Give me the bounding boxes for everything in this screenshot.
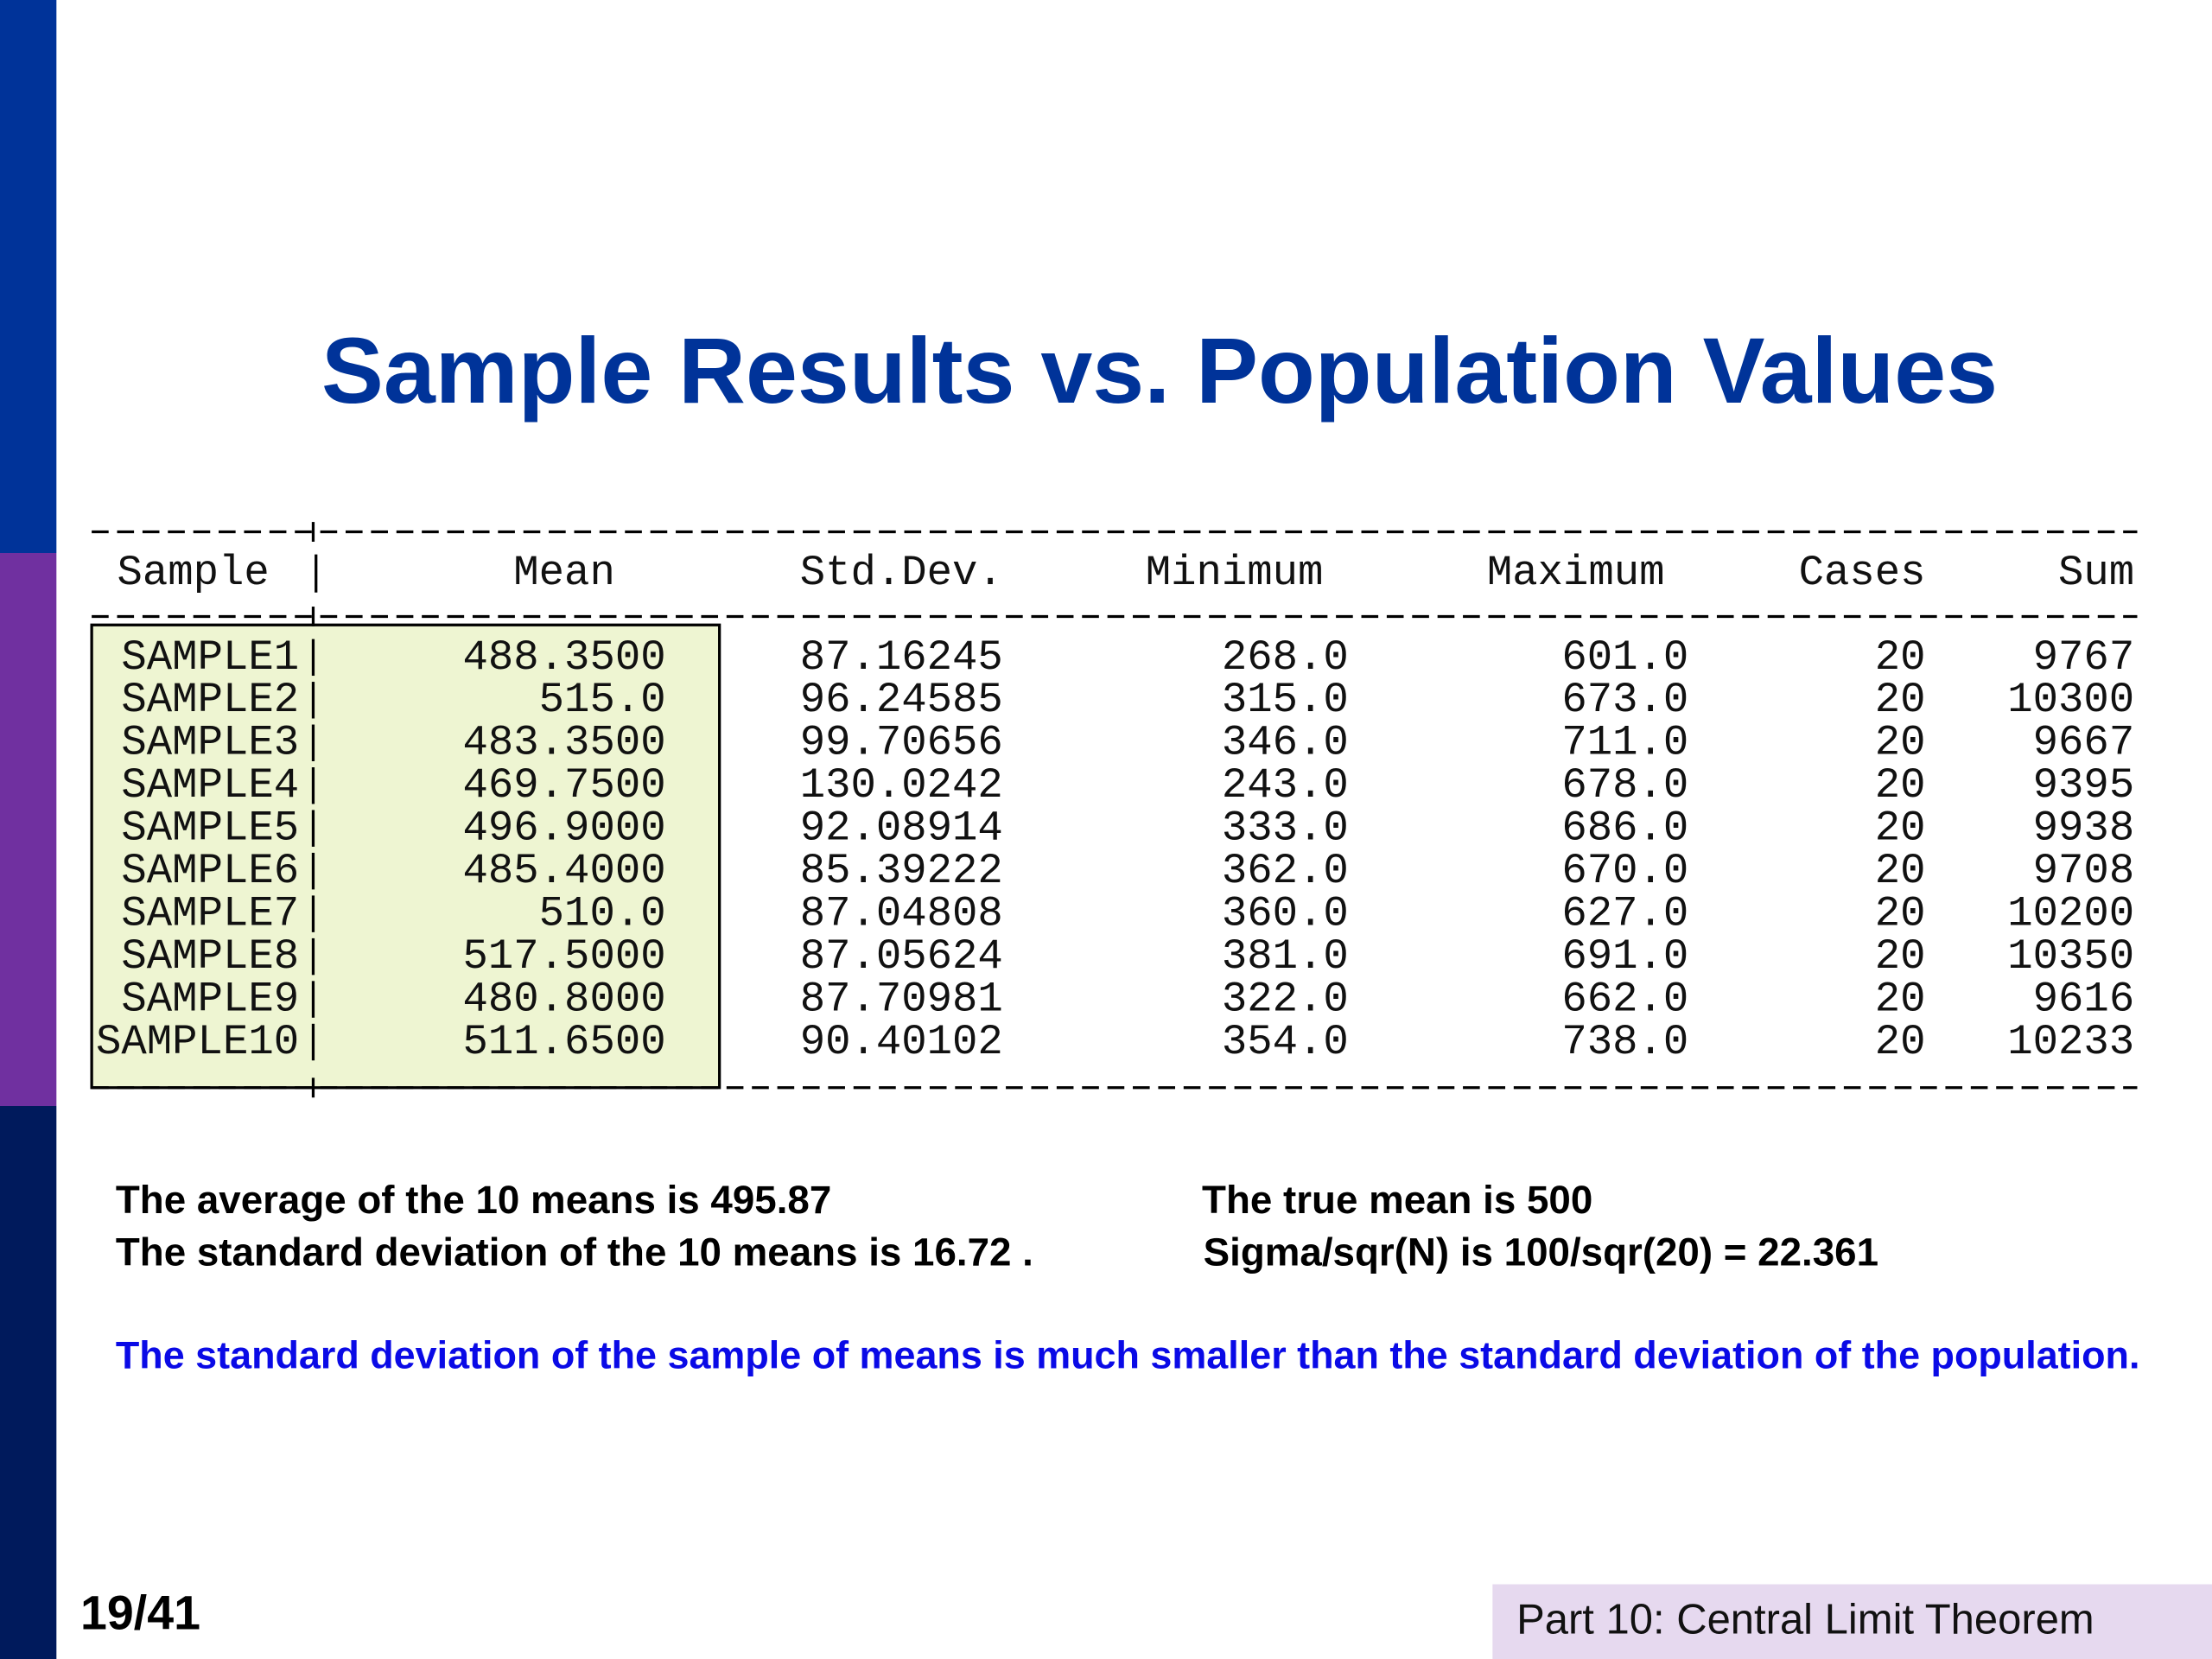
table-cell: 488.3500	[463, 633, 666, 682]
table-cell: 346.0	[1222, 719, 1349, 767]
table-cell: 20	[1875, 761, 1926, 810]
table-cell: 20	[1875, 932, 1926, 981]
header-cell: Sample	[118, 549, 270, 597]
table-cell: 711.0	[1561, 719, 1688, 767]
table-cell: 315.0	[1222, 676, 1349, 724]
table-cell: 9767	[2033, 633, 2135, 682]
table-cell: 268.0	[1222, 633, 1349, 682]
table-cell: 627.0	[1561, 890, 1688, 938]
table-cell: 87.04808	[800, 890, 1003, 938]
table-cell: 20	[1875, 633, 1926, 682]
table-cell: 20	[1875, 676, 1926, 724]
highlight-box	[90, 623, 721, 1090]
table-cell: 90.40102	[800, 1018, 1003, 1066]
footer-section: Part 10: Central Limit Theorem	[1516, 1596, 2094, 1643]
row-label: SAMPLE2	[121, 676, 299, 724]
table-cell: 85.39222	[800, 847, 1003, 895]
table-cell: 673.0	[1561, 676, 1688, 724]
row-label: SAMPLE4	[121, 761, 299, 810]
table-cell: 10300	[2007, 676, 2134, 724]
table-cell: 20	[1875, 847, 1926, 895]
table-cell: 20	[1875, 719, 1926, 767]
highlight-note: The standard deviation of the sample of …	[115, 1332, 2140, 1377]
table-cell: 670.0	[1561, 847, 1688, 895]
table-cell: 20	[1875, 976, 1926, 1024]
table-cell: 9667	[2033, 719, 2135, 767]
row-label: SAMPLE7	[121, 890, 299, 938]
side-bar-middle	[0, 553, 57, 1107]
table-cell: 9708	[2033, 847, 2135, 895]
table-cell: 10200	[2007, 890, 2134, 938]
note-left-1: The average of the 10 means is 495.87	[115, 1178, 832, 1222]
table-cell: 678.0	[1561, 761, 1688, 810]
note-left-2: The standard deviation of the 10 means i…	[115, 1230, 1033, 1274]
table-cell: 9395	[2033, 761, 2135, 810]
table-cell: 322.0	[1222, 976, 1349, 1024]
table-cell: 511.6500	[463, 1018, 666, 1066]
row-label: SAMPLE10	[96, 1018, 299, 1066]
header-cell: Maximum	[1487, 549, 1665, 597]
note-right-1: The true mean is 500	[1202, 1178, 1593, 1222]
side-bar-bottom	[0, 1106, 57, 1659]
table-cell: 738.0	[1561, 1018, 1688, 1066]
table-cell: 360.0	[1222, 890, 1349, 938]
table-cell: 686.0	[1561, 804, 1688, 853]
table-cell: 243.0	[1222, 761, 1349, 810]
row-label: SAMPLE5	[121, 804, 299, 853]
table-cell: 485.4000	[463, 847, 666, 895]
header-cell: Cases	[1799, 549, 1926, 597]
row-label: SAMPLE1	[121, 633, 299, 682]
row-label: SAMPLE6	[121, 847, 299, 895]
table-cell: 483.3500	[463, 719, 666, 767]
row-label: SAMPLE9	[121, 976, 299, 1024]
table-cell: 130.0242	[800, 761, 1003, 810]
table-cell: 662.0	[1561, 976, 1688, 1024]
page-number: 19/41	[80, 1586, 200, 1640]
table-cell: 99.70656	[800, 719, 1003, 767]
table-cell: 333.0	[1222, 804, 1349, 853]
header-cell: Mean	[513, 549, 615, 597]
side-bar-top	[0, 0, 57, 554]
table-cell: 87.05624	[800, 932, 1003, 981]
header-cell: Std.Dev.	[800, 549, 1003, 597]
table-cell: 20	[1875, 1018, 1926, 1066]
table-cell: 87.70981	[800, 976, 1003, 1024]
note-right-2: Sigma/sqr(N) is 100/sqr(20) = 22.361	[1203, 1230, 1879, 1274]
header-cell: Sum	[2058, 549, 2134, 597]
table-cell: 87.16245	[800, 633, 1003, 682]
row-label: SAMPLE3	[121, 719, 299, 767]
row-label: SAMPLE8	[121, 932, 299, 981]
table-cell: 10350	[2007, 932, 2134, 981]
table-cell: 517.5000	[463, 932, 666, 981]
table-cell: 381.0	[1222, 932, 1349, 981]
footer-box	[1492, 1584, 2212, 1659]
table-cell: 92.08914	[800, 804, 1003, 853]
table-cell: 515.0	[539, 676, 666, 724]
table-cell: 20	[1875, 890, 1926, 938]
table-cell: 362.0	[1222, 847, 1349, 895]
slide-title: Sample Results vs. Population Values	[321, 318, 1998, 423]
table-cell: 469.7500	[463, 761, 666, 810]
table-cell: 20	[1875, 804, 1926, 853]
table-cell: 354.0	[1222, 1018, 1349, 1066]
header-cell: Minimum	[1146, 549, 1324, 597]
table-cell: 601.0	[1561, 633, 1688, 682]
table-cell: 496.9000	[463, 804, 666, 853]
table-cell: 480.8000	[463, 976, 666, 1024]
table-cell: 510.0	[539, 890, 666, 938]
table-cell: 10233	[2007, 1018, 2134, 1066]
table-cell: 9938	[2033, 804, 2135, 853]
table-cell: 691.0	[1561, 932, 1688, 981]
table-rules	[92, 530, 2138, 1090]
table-cell: 9616	[2033, 976, 2135, 1024]
table-cell: 96.24585	[800, 676, 1003, 724]
